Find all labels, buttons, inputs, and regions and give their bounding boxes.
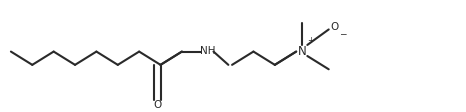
Text: +: + — [307, 36, 314, 45]
Text: −: − — [339, 29, 346, 38]
Text: O: O — [330, 22, 338, 32]
Text: N: N — [297, 45, 306, 58]
Text: NH: NH — [200, 46, 215, 56]
Text: O: O — [153, 100, 162, 110]
